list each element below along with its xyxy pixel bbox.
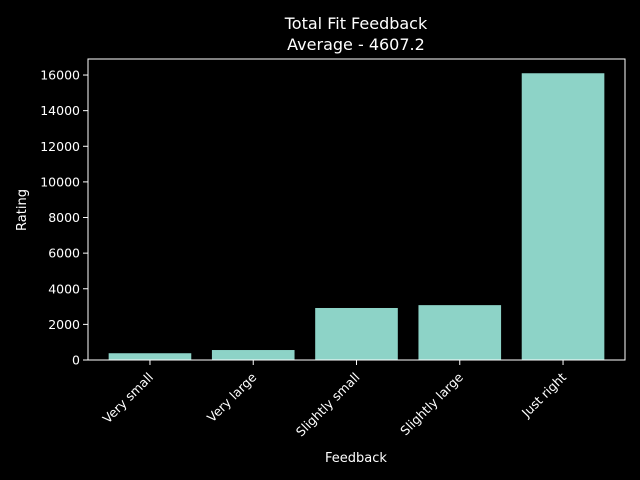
x-axis: Very small Very large Slightly small Slight… (99, 360, 569, 439)
bar-slightly-small (315, 307, 398, 360)
bars-group (108, 73, 605, 360)
bar-slightly-large (418, 305, 502, 360)
y-tick-label: 2000 (48, 317, 80, 332)
x-axis-label: Feedback (325, 451, 387, 466)
x-tick-label: Very large (204, 369, 260, 425)
y-axis: 0 2000 4000 6000 8000 10000 12000 14000 16000 (40, 68, 88, 368)
y-axis-label: Rating (15, 189, 30, 231)
bar-just-right (521, 73, 605, 360)
y-tick-label: 16000 (40, 68, 80, 83)
bar-very-large (211, 350, 295, 360)
y-tick-label: 6000 (48, 246, 80, 261)
y-tick-label: 8000 (48, 210, 80, 225)
y-tick-label: 12000 (40, 139, 80, 154)
y-tick-label: 4000 (48, 281, 80, 296)
x-tick-label: Slightly large (397, 369, 466, 438)
plot-frame (87, 58, 626, 361)
bar-very-small (108, 353, 192, 360)
chart-subtitle: Average - 4607.2 (287, 35, 425, 54)
x-tick-label: Just right (518, 369, 569, 420)
y-tick-label: 14000 (40, 103, 80, 118)
chart-title: Total Fit Feedback (284, 14, 428, 33)
x-tick-label: Very small (99, 370, 156, 427)
x-tick-label: Slightly small (293, 370, 363, 440)
y-tick-label: 0 (72, 353, 80, 368)
y-tick-label: 10000 (40, 174, 80, 189)
